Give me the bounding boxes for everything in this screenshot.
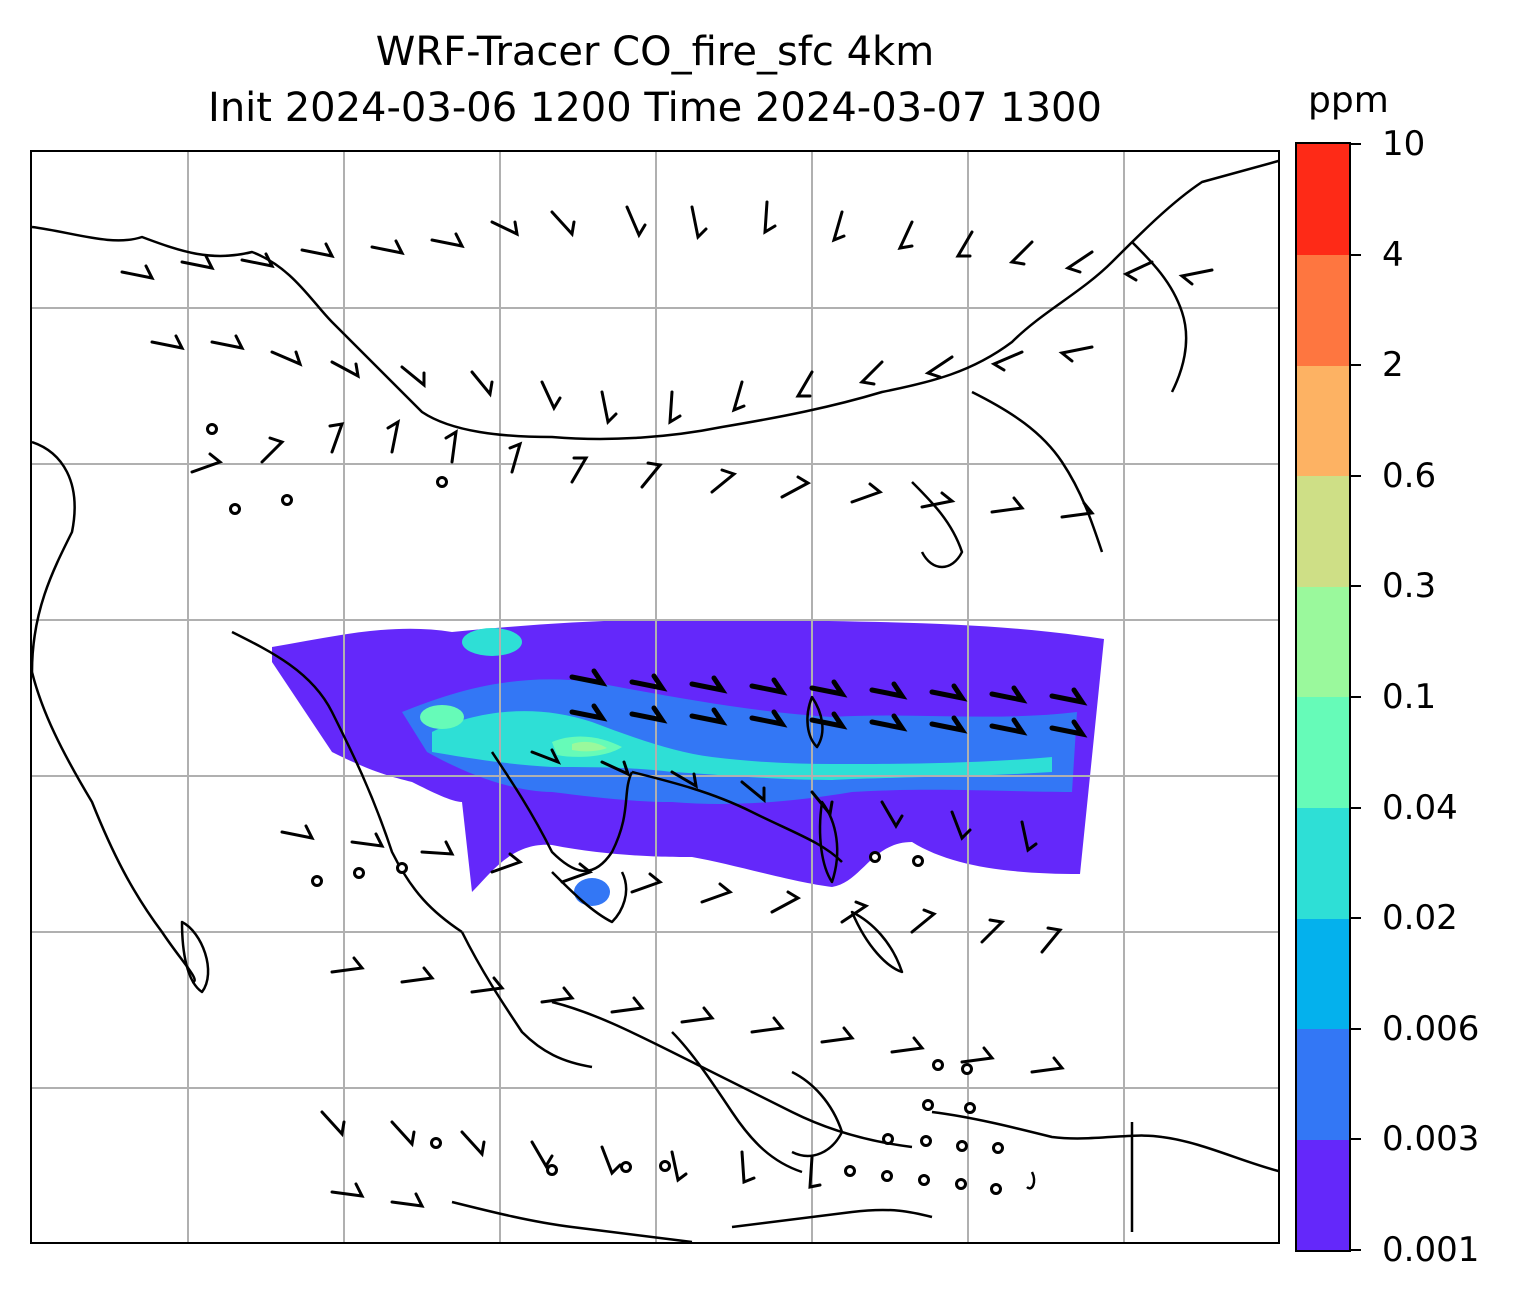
colorbar-tick-label: 0.04 (1382, 787, 1458, 828)
map-canvas (32, 152, 1278, 1242)
map-panel (30, 150, 1280, 1244)
colorbar-tick-mark (1351, 1027, 1361, 1030)
colorbar-tick-mark (1351, 917, 1361, 920)
colorbar-tick-label: 0.6 (1382, 455, 1437, 496)
co-plume-core-2 (572, 741, 607, 752)
colorbar-tick-mark (1351, 1138, 1361, 1141)
calm-wind-markers (206, 423, 1004, 1195)
wind-barbs (120, 200, 1214, 1208)
colorbar-tick-mark (1351, 253, 1361, 256)
colorbar-segment (1297, 697, 1349, 809)
map-title-line-1: WRF-Tracer CO_fire_sfc 4km (375, 29, 935, 75)
colorbar-tick-label: 10 (1382, 124, 1426, 164)
colorbar-segment (1297, 807, 1349, 919)
colorbar-tick-label: 0.006 (1382, 1008, 1480, 1049)
colorbar-segment (1297, 365, 1349, 477)
colorbar-tick-mark (1351, 143, 1361, 145)
colorbar-segment (1297, 1139, 1349, 1251)
colorbar-segment (1297, 586, 1349, 698)
co-plume-inner (432, 711, 1052, 780)
colorbar-tick-label: 0.001 (1382, 1230, 1480, 1270)
colorbar-tick-label: 0.3 (1382, 566, 1437, 607)
colorbar-tick-mark (1351, 696, 1361, 698)
colorbar-unit-label: ppm (1308, 80, 1389, 121)
colorbar-segment (1297, 918, 1349, 1030)
colorbar-tick-mark (1351, 585, 1361, 588)
colorbar (1295, 142, 1351, 1252)
coastlines (32, 159, 1278, 1242)
colorbar-tick-label: 0.02 (1382, 898, 1458, 939)
colorbar-tick-label: 0.003 (1382, 1119, 1480, 1160)
colorbar-segment (1297, 1028, 1349, 1140)
map-title-line-2: Init 2024-03-06 1200 Time 2024-03-07 130… (208, 85, 1102, 131)
colorbar-tick-mark (1351, 474, 1361, 477)
colorbar-tick-label: 4 (1382, 234, 1404, 275)
colorbar-segment (1297, 144, 1349, 256)
co-plume-north (462, 628, 522, 656)
colorbar-tick-label: 2 (1382, 345, 1404, 386)
co-plume-south (574, 878, 610, 906)
colorbar-tick-mark (1351, 806, 1361, 809)
colorbar-tick-mark (1351, 364, 1361, 367)
colorbar-tick-label: 0.1 (1382, 677, 1437, 717)
colorbar-segment (1297, 254, 1349, 366)
colorbar-segment (1297, 475, 1349, 587)
colorbar-tick-mark (1351, 1249, 1361, 1251)
co-plume-west (420, 705, 464, 729)
